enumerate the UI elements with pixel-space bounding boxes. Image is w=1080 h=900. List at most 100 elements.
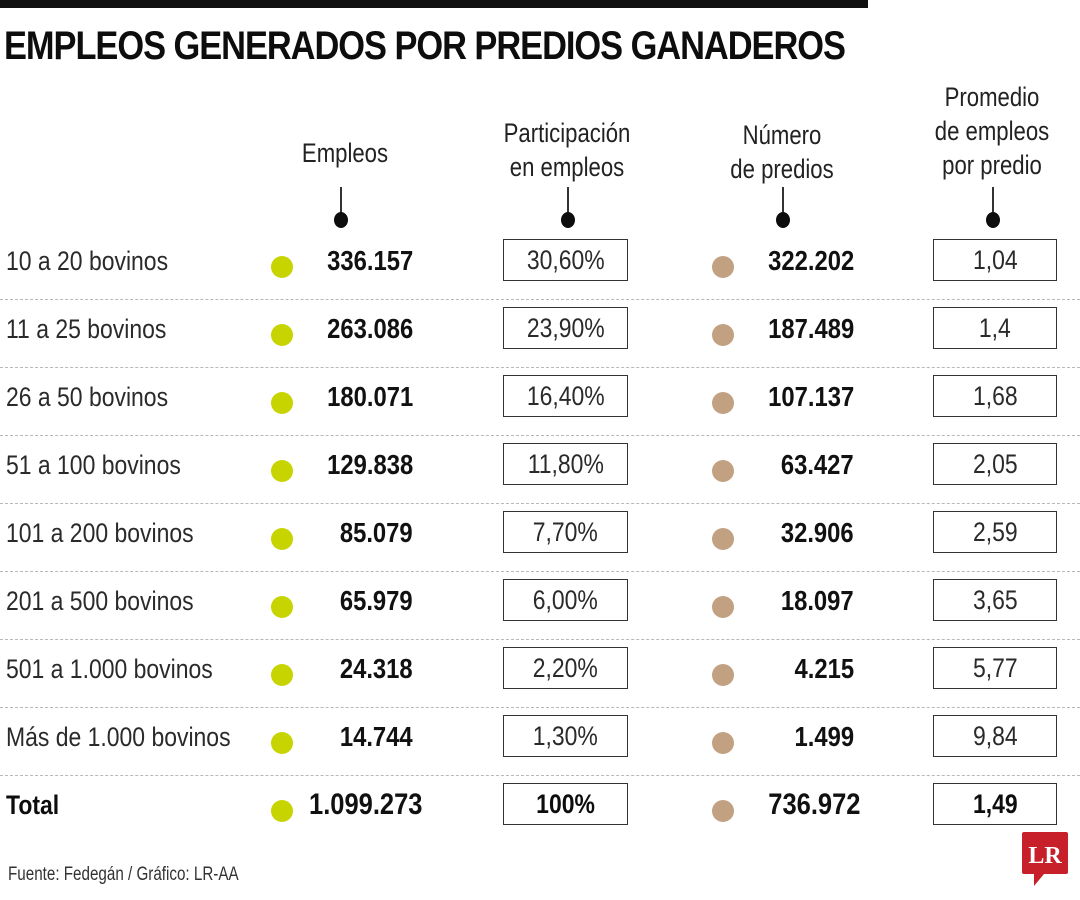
row-separator — [0, 367, 1080, 368]
empleos-value: 336.157 — [326, 245, 413, 276]
empleos-dot-icon — [271, 732, 293, 754]
total-promedio-value: 1,49 — [972, 789, 1018, 819]
empleos-dot-icon — [271, 596, 293, 618]
total-row: Total 1.099.273 100% 736.972 1,49 — [0, 776, 1080, 844]
promedio-value: 2,59 — [972, 517, 1018, 547]
empleos-dot-icon — [271, 800, 293, 822]
predios-value: 1.499 — [794, 721, 854, 752]
row-label: 101 a 200 bovinos — [6, 518, 194, 548]
col-header-predios-line2: de predios — [730, 154, 834, 184]
row-label: 11 a 25 bovinos — [6, 314, 167, 344]
col-header-predios-line1: Número — [742, 120, 822, 150]
predios-dot-icon — [712, 596, 734, 618]
promedio-box: 2,59 — [933, 511, 1057, 553]
participacion-value: 16,40% — [526, 381, 605, 411]
row-label: 51 a 100 bovinos — [6, 450, 181, 480]
promedio-box: 1,04 — [933, 239, 1057, 281]
predios-dot-icon — [712, 256, 734, 278]
total-participacion-box: 100% — [503, 783, 628, 825]
top-rule — [0, 0, 868, 8]
col-header-promedio: Promedio de empleos por predio — [931, 80, 1054, 182]
row-separator — [0, 503, 1080, 504]
row-separator — [0, 775, 1080, 776]
participacion-pointer-line — [567, 187, 569, 215]
promedio-value: 3,65 — [972, 585, 1018, 615]
predios-dot-icon — [712, 664, 734, 686]
participacion-value: 2,20% — [532, 653, 599, 683]
predios-pointer-dot — [776, 212, 790, 228]
participacion-value: 11,80% — [527, 449, 604, 479]
participacion-box: 1,30% — [503, 715, 628, 757]
empleos-pointer-line — [340, 187, 342, 215]
empleos-dot-icon — [271, 324, 293, 346]
total-participacion-value: 100% — [536, 789, 595, 819]
participacion-box: 11,80% — [503, 443, 628, 485]
total-empleos-value: 1.099.273 — [308, 788, 422, 821]
table-row: 10 a 20 bovinos 336.157 30,60% 322.202 1… — [0, 232, 1080, 300]
row-label: 201 a 500 bovinos — [6, 586, 194, 616]
empleos-value: 65.979 — [340, 585, 413, 616]
promedio-value: 9,84 — [972, 721, 1018, 751]
empleos-value: 24.318 — [340, 653, 413, 684]
participacion-box: 6,00% — [503, 579, 628, 621]
logo-bubble — [1022, 832, 1068, 886]
predios-dot-icon — [712, 460, 734, 482]
col-header-participacion-line2: en empleos — [509, 152, 625, 182]
table-row: Más de 1.000 bovinos 14.744 1,30% 1.499 … — [0, 708, 1080, 776]
participacion-value: 6,00% — [532, 585, 599, 615]
participacion-value: 30,60% — [526, 245, 605, 275]
empleos-value: 14.744 — [340, 721, 413, 752]
empleos-dot-icon — [271, 528, 293, 550]
col-header-promedio-line3: por predio — [942, 150, 1042, 180]
total-predios-value: 736.972 — [767, 788, 860, 821]
promedio-value: 5,77 — [972, 653, 1018, 683]
table-row: 26 a 50 bovinos 180.071 16,40% 107.137 1… — [0, 368, 1080, 436]
row-separator — [0, 639, 1080, 640]
table-row: 51 a 100 bovinos 129.838 11,80% 63.427 2… — [0, 436, 1080, 504]
table-row: 101 a 200 bovinos 85.079 7,70% 32.906 2,… — [0, 504, 1080, 572]
row-separator — [0, 435, 1080, 436]
promedio-box: 2,05 — [933, 443, 1057, 485]
promedio-box: 1,4 — [933, 307, 1057, 349]
predios-value: 18.097 — [781, 585, 854, 616]
col-header-empleos: Empleos — [300, 136, 390, 170]
empleos-dot-icon — [271, 460, 293, 482]
empleos-value: 85.079 — [340, 517, 413, 548]
row-separator — [0, 571, 1080, 572]
table-row: 501 a 1.000 bovinos 24.318 2,20% 4.215 5… — [0, 640, 1080, 708]
promedio-value: 1,68 — [972, 381, 1018, 411]
col-header-participacion-line1: Participación — [503, 118, 631, 148]
promedio-box: 9,84 — [933, 715, 1057, 757]
participacion-box: 23,90% — [503, 307, 628, 349]
promedio-value: 1,04 — [972, 245, 1018, 275]
total-promedio-box: 1,49 — [933, 783, 1057, 825]
empleos-value: 180.071 — [326, 381, 413, 412]
empleos-dot-icon — [271, 664, 293, 686]
promedio-pointer-line — [992, 187, 994, 215]
empleos-dot-icon — [271, 392, 293, 414]
predios-value: 322.202 — [767, 245, 854, 276]
predios-dot-icon — [712, 392, 734, 414]
predios-dot-icon — [712, 800, 734, 822]
table-row: 11 a 25 bovinos 263.086 23,90% 187.489 1… — [0, 300, 1080, 368]
row-label: Más de 1.000 bovinos — [6, 722, 231, 752]
row-separator — [0, 707, 1080, 708]
participacion-box: 30,60% — [503, 239, 628, 281]
predios-dot-icon — [712, 324, 734, 346]
promedio-value: 1,4 — [979, 313, 1011, 343]
predios-dot-icon — [712, 528, 734, 550]
col-header-predios: Número de predios — [725, 118, 840, 186]
participacion-box: 7,70% — [503, 511, 628, 553]
empleos-value: 263.086 — [326, 313, 413, 344]
source-note: Fuente: Fedegán / Gráfico: LR-AA — [8, 864, 239, 885]
col-header-participacion: Participación en empleos — [501, 116, 632, 184]
predios-value: 63.427 — [781, 449, 854, 480]
row-label: 501 a 1.000 bovinos — [6, 654, 213, 684]
page-title: EMPLEOS GENERADOS POR PREDIOS GANADEROS — [4, 24, 846, 68]
col-header-empleos-line1: Empleos — [301, 138, 389, 168]
row-label: 10 a 20 bovinos — [6, 246, 169, 276]
predios-value: 107.137 — [767, 381, 854, 412]
participacion-pointer-dot — [561, 212, 575, 228]
promedio-box: 5,77 — [933, 647, 1057, 689]
predios-value: 4.215 — [794, 653, 854, 684]
